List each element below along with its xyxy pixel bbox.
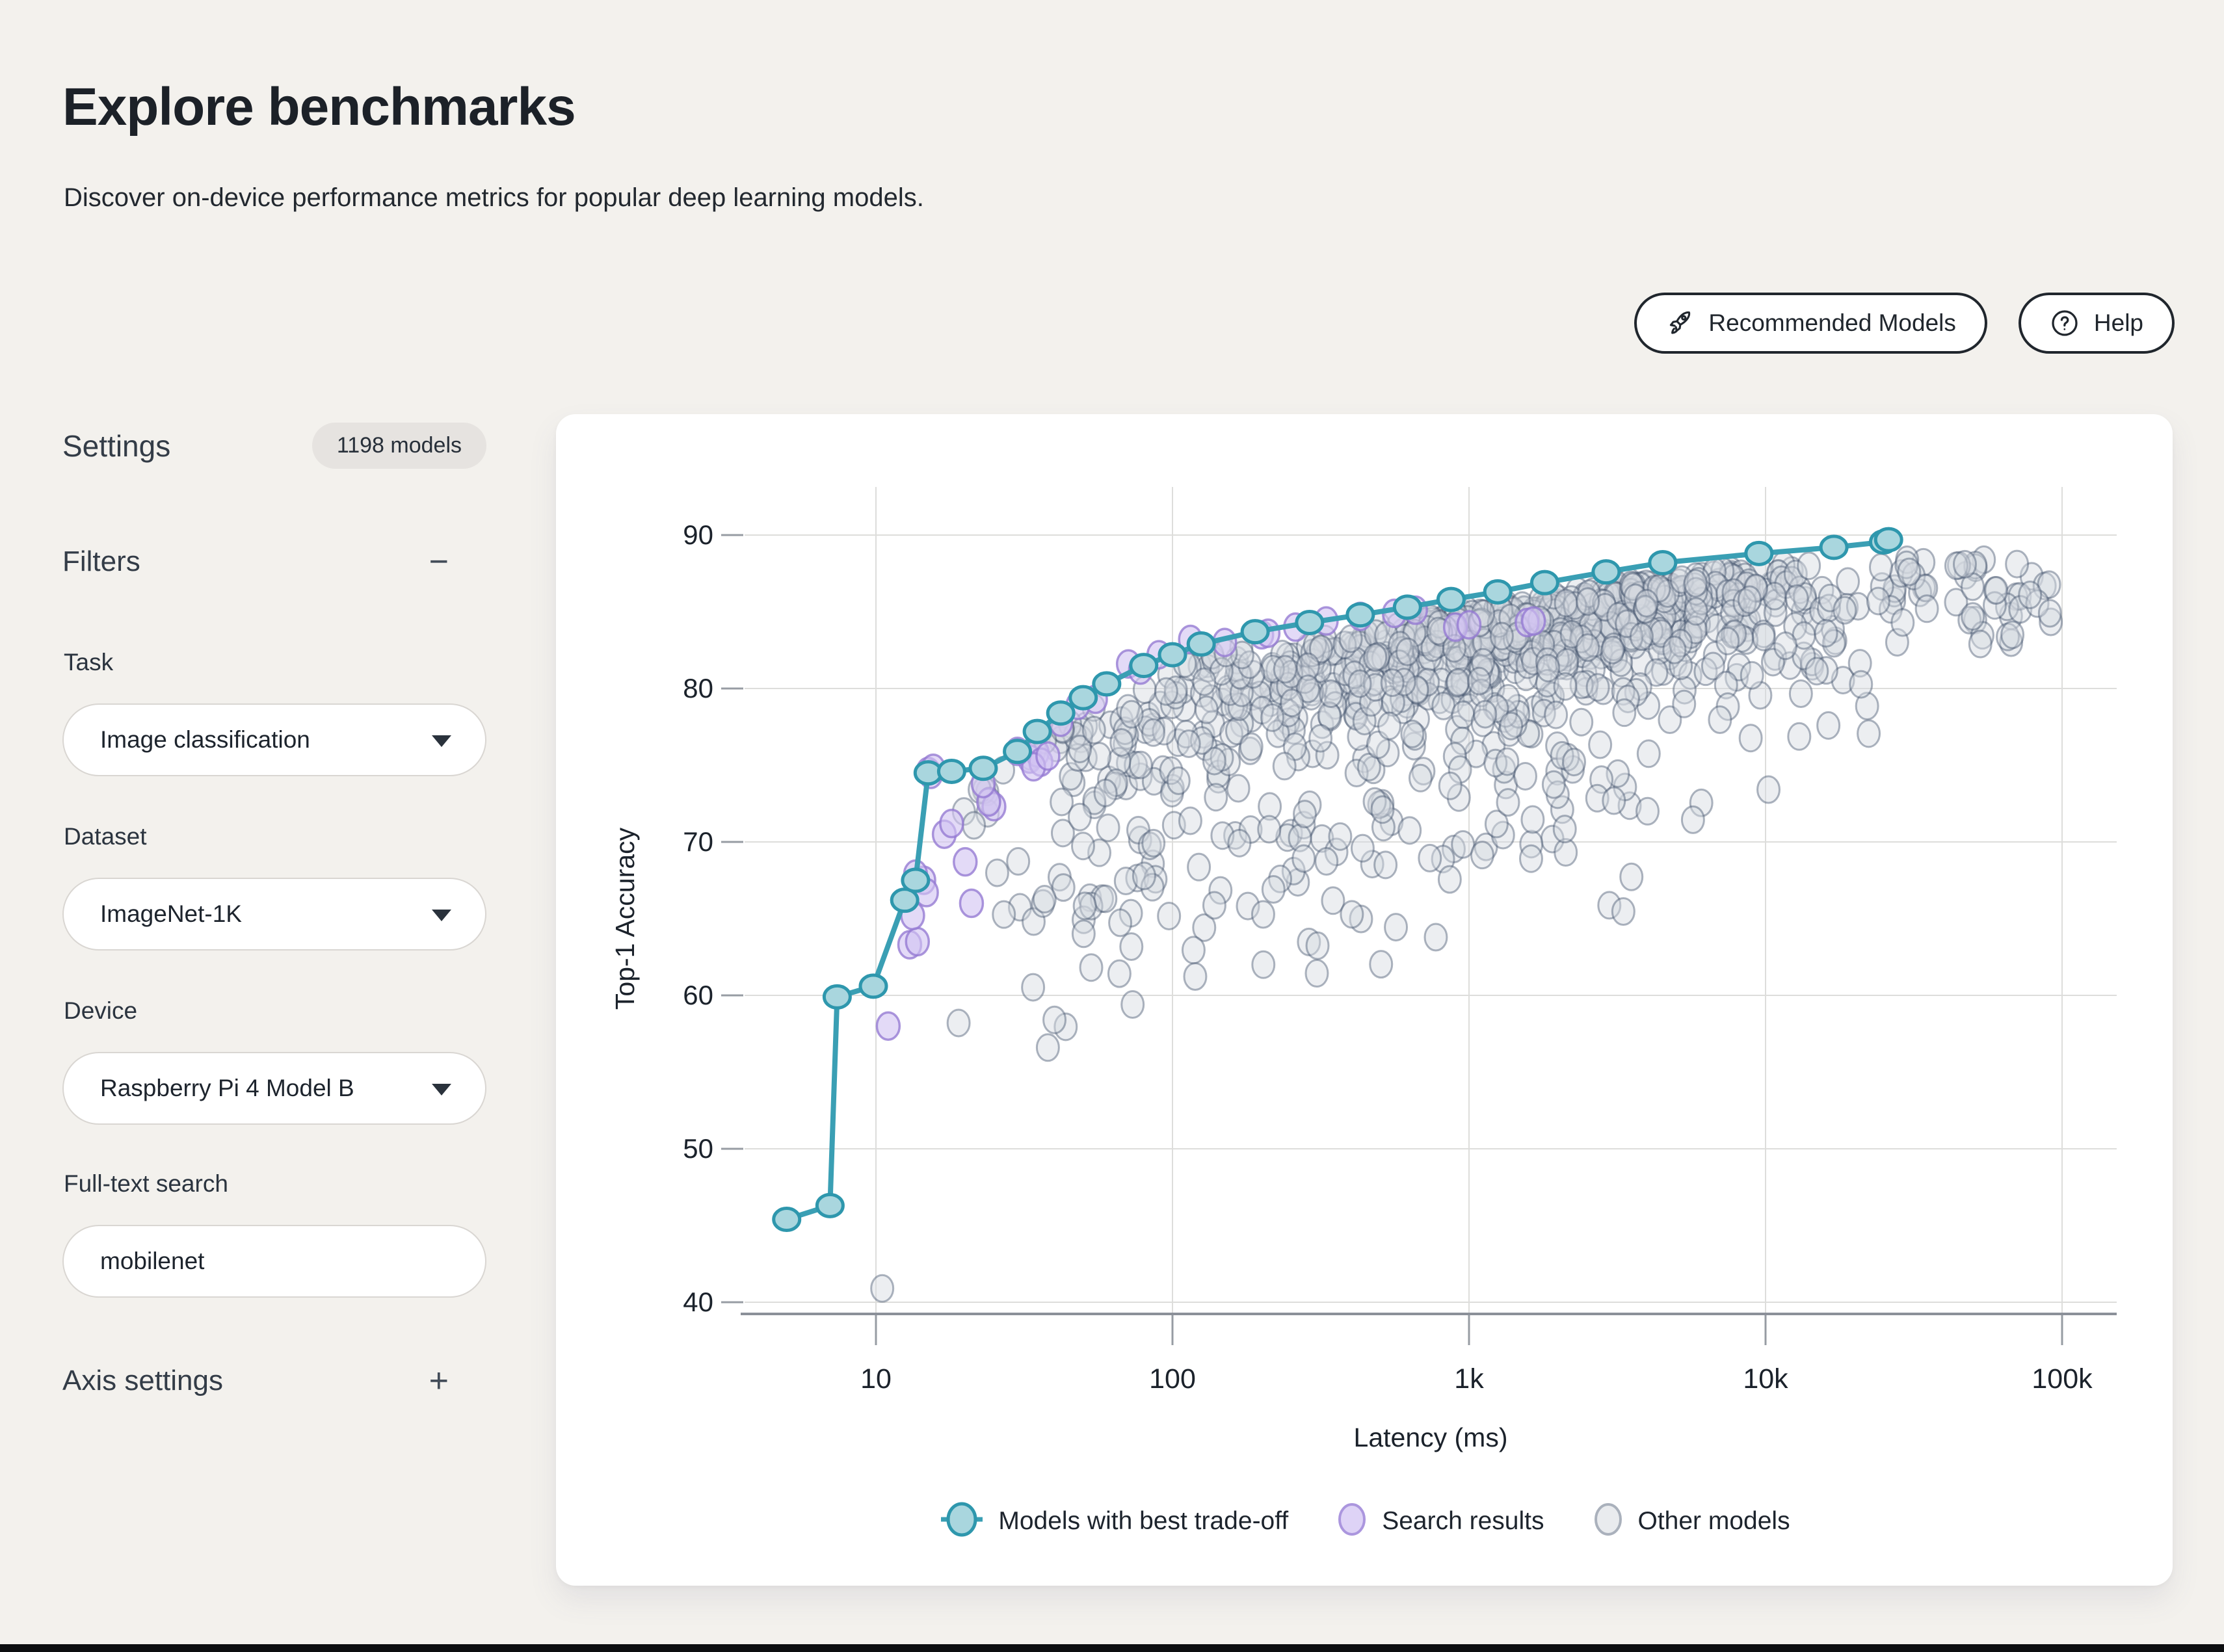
axis-settings-title: Axis settings [62,1365,223,1396]
task-label: Task [64,649,114,675]
dataset-select-value: ImageNet-1K [100,900,242,927]
legend-item-best-tradeoff[interactable]: Models with best trade-off [938,1501,1288,1541]
footer-bar [0,1644,2224,1652]
rocket-icon [1665,309,1694,337]
recommended-models-button[interactable]: Recommended Models [1634,293,1987,354]
legend-item-other-models[interactable]: Other models [1591,1501,1790,1541]
svg-text:1k: 1k [1454,1363,1484,1395]
search-label: Full-text search [64,1170,228,1197]
other-models-marker-icon [1591,1501,1625,1541]
svg-text:10k: 10k [1743,1363,1788,1395]
full-text-search-input[interactable] [62,1225,486,1298]
benchmark-chart-card: 40 50 60 70 80 90 10 100 1k 10k 100k Latency (ms) To… [556,414,2173,1586]
search-results-marker-icon [1335,1501,1369,1541]
legend-label: Models with best trade-off [998,1506,1289,1535]
device-select[interactable]: Raspberry Pi 4 Model B [62,1052,486,1125]
chevron-down-icon [432,1084,451,1095]
svg-text:80: 80 [683,673,713,703]
task-select-value: Image classification [100,726,310,753]
filters-title: Filters [62,545,140,577]
recommended-models-label: Recommended Models [1708,309,1956,336]
y-axis-label: Top-1 Accuracy [610,827,640,1010]
task-select[interactable]: Image classification [62,703,486,776]
chevron-down-icon [432,910,451,921]
chevron-down-icon [432,735,451,747]
svg-text:100k: 100k [2032,1363,2093,1395]
settings-header: Settings 1198 models [62,423,486,469]
svg-text:70: 70 [683,826,713,857]
chart-legend: Models with best trade-off Search result… [556,1501,2173,1541]
device-select-value: Raspberry Pi 4 Model B [100,1075,354,1101]
grid: 40 50 60 70 80 90 10 100 1k 10k 100k [683,487,2117,1395]
help-label: Help [2093,309,2143,336]
axis-settings-header[interactable]: Axis settings + [62,1364,486,1398]
legend-label: Search results [1382,1506,1544,1535]
tradeoff-marker-icon [938,1501,985,1541]
legend-label: Other models [1637,1506,1790,1535]
help-icon [2050,308,2080,338]
svg-text:90: 90 [683,519,713,550]
x-axis-label: Latency (ms) [1354,1423,1508,1452]
svg-text:50: 50 [683,1133,713,1164]
other-models-points [870,545,2063,1303]
page-subtitle: Discover on-device performance metrics f… [64,183,924,212]
svg-text:60: 60 [683,980,713,1010]
page-title: Explore benchmarks [62,77,576,137]
device-label: Device [64,997,138,1024]
axis-settings-expand-icon[interactable]: + [429,1362,449,1400]
model-count-badge: 1198 models [311,423,486,469]
svg-text:10: 10 [860,1363,892,1395]
filters-collapse-icon[interactable]: − [429,543,449,581]
filters-header[interactable]: Filters − [62,545,486,579]
dataset-label: Dataset [64,823,147,850]
tradeoff-line [772,527,1903,1233]
latency-accuracy-scatter-chart[interactable]: 40 50 60 70 80 90 10 100 1k 10k 100k Latency (ms) To… [556,414,2173,1480]
help-button[interactable]: Help [2018,293,2175,354]
legend-item-search-results[interactable]: Search results [1335,1501,1544,1541]
header-actions: Recommended Models Help [1634,293,2175,354]
svg-text:100: 100 [1149,1363,1196,1395]
settings-title: Settings [62,428,171,463]
svg-text:40: 40 [683,1287,713,1317]
dataset-select[interactable]: ImageNet-1K [62,878,486,951]
